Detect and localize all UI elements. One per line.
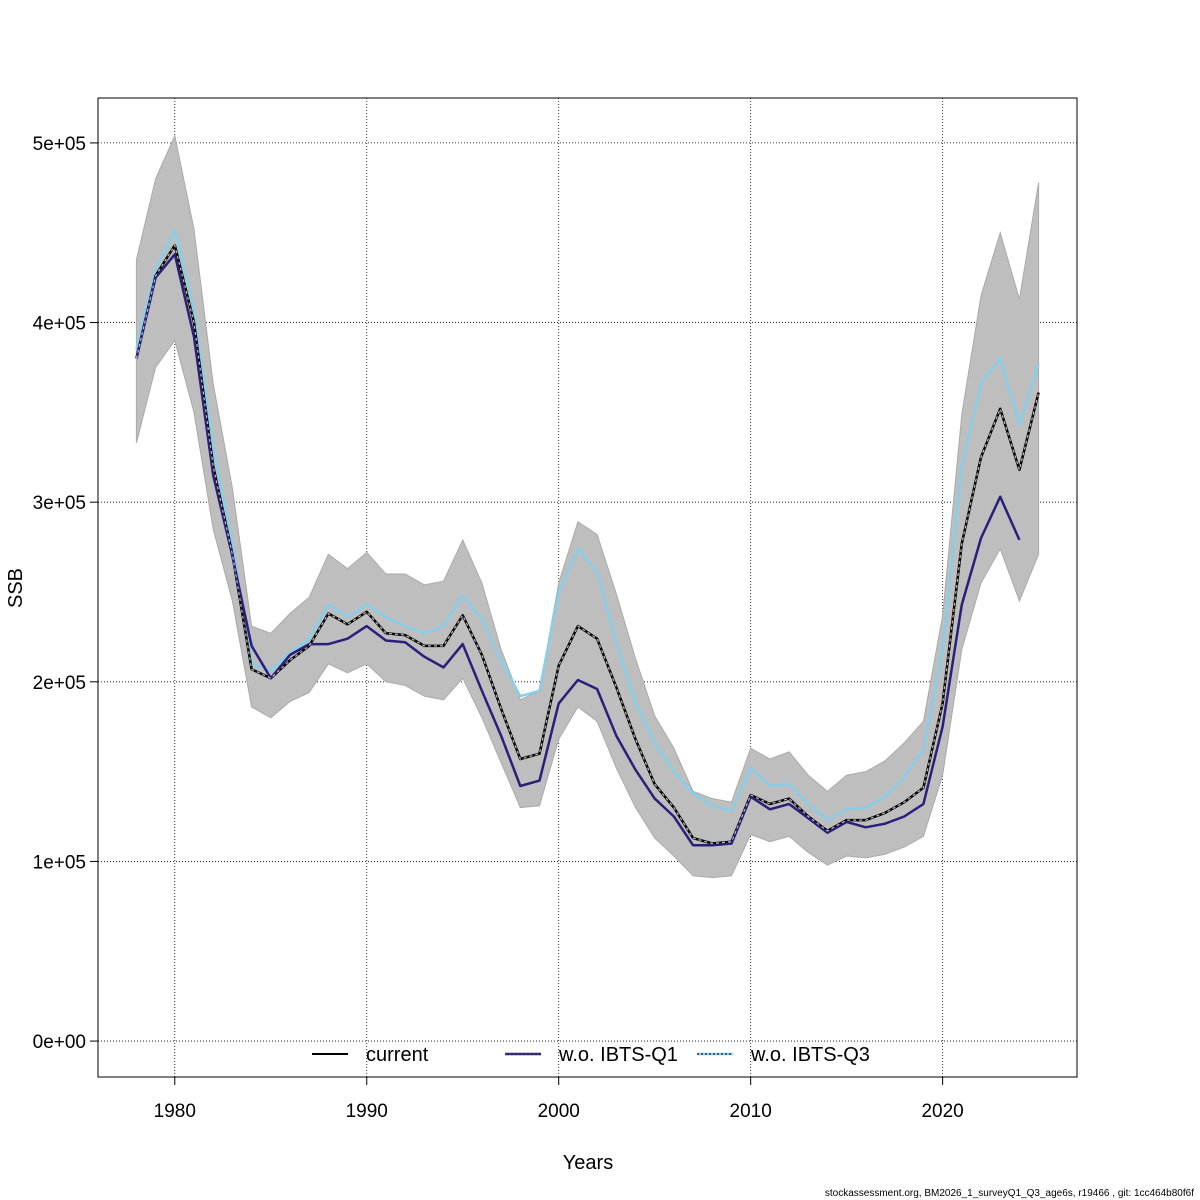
y-tick-label-2: 2e+05: [33, 673, 86, 694]
x-axis-title: Years: [563, 1152, 613, 1174]
legend-label-wo-ibts-q1: w.o. IBTS-Q1: [558, 1044, 678, 1066]
legend: current w.o. IBTS-Q1 w.o. IBTS-Q3: [312, 1044, 870, 1066]
x-tick-label-2020: 2020: [921, 1101, 963, 1122]
y-tick-label-4: 4e+05: [33, 314, 86, 335]
series-line-w-o-ibts-q1: [135, 253, 1021, 847]
plot-frame: [97, 97, 1078, 1078]
x-axis: 1980 1990 2000 2010 2020: [154, 1077, 964, 1122]
confidence-band-group: [135, 134, 1040, 879]
footer-text: stockassessment.org, BM2026_1_surveyQ1_Q…: [825, 1188, 1194, 1199]
y-tick-label-0: 0e+00: [33, 1032, 86, 1053]
y-axis: 0e+00 1e+05 2e+05 3e+05 4e+05 5e+05: [33, 134, 98, 1053]
x-tick-label-1980: 1980: [154, 1101, 196, 1122]
y-tick-label-1: 1e+05: [33, 852, 86, 873]
series-line-current-overlay: [135, 243, 1040, 845]
x-tick-label-2010: 2010: [730, 1101, 772, 1122]
y-tick-label-3: 3e+05: [33, 493, 86, 514]
y-tick-label-5: 5e+05: [33, 134, 86, 155]
legend-label-current: current: [366, 1044, 429, 1066]
legend-label-wo-ibts-q3: w.o. IBTS-Q3: [750, 1044, 870, 1066]
series-group: [135, 229, 1040, 847]
series-line-w-o-ibts-q3: [135, 229, 1040, 822]
x-tick-label-1990: 1990: [346, 1101, 388, 1122]
x-tick-label-2000: 2000: [538, 1101, 580, 1122]
confidence-band: [135, 134, 1040, 879]
y-axis-title: SSB: [5, 568, 27, 608]
